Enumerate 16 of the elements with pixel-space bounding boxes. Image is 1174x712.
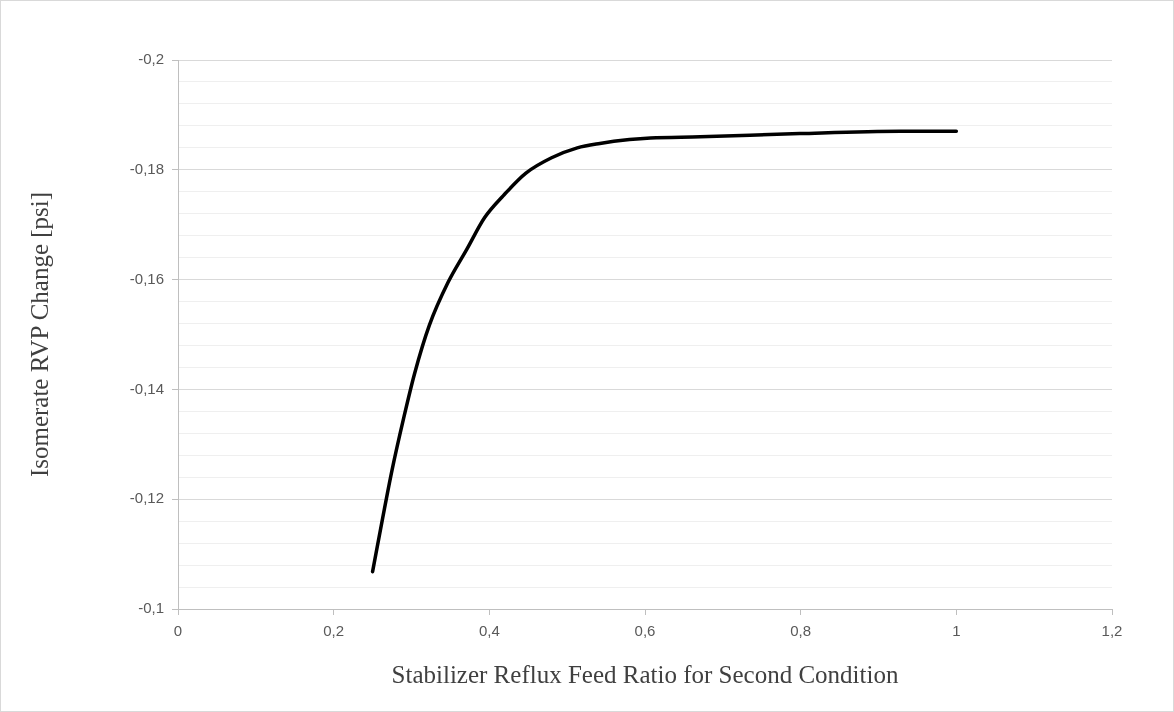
x-axis-title: Stabilizer Reflux Feed Ratio for Second Condition	[391, 660, 899, 688]
y-tick-label: -0,18	[129, 159, 164, 177]
x-tick-label: 0,2	[323, 622, 345, 640]
x-tick-label: 1,2	[1101, 622, 1123, 640]
y-tick-label: -0,16	[129, 269, 164, 287]
x-tick-label: 0,4	[478, 622, 500, 640]
line-series	[370, 129, 959, 574]
y-tick-label: -0,2	[138, 50, 164, 68]
x-tick-label: 1	[952, 622, 961, 640]
x-tick-label: 0	[173, 622, 183, 640]
y-tick-label: -0,1	[138, 599, 164, 617]
x-tick-label: 0,6	[634, 622, 656, 640]
x-tick-label: 0,8	[790, 622, 812, 640]
y-tick-label: -0,14	[129, 379, 164, 397]
y-tick-label: -0,12	[129, 489, 164, 507]
y-axis-title: Isomerate RVP Change [psi]	[25, 191, 53, 478]
